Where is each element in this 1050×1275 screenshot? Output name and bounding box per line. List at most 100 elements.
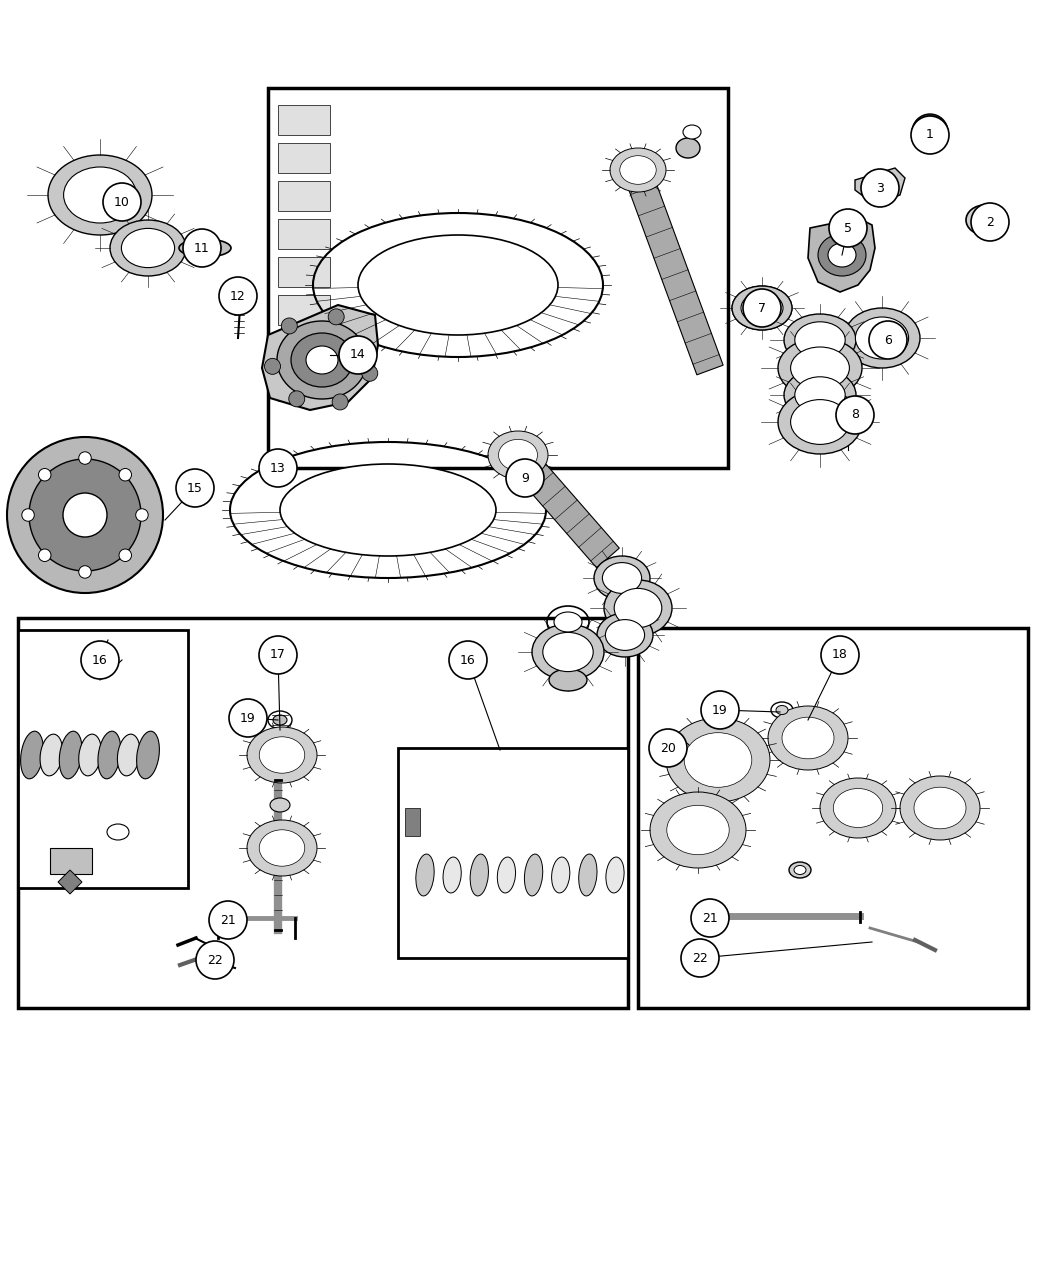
Ellipse shape (178, 238, 231, 258)
Circle shape (79, 451, 91, 464)
Circle shape (449, 641, 487, 680)
Ellipse shape (794, 866, 806, 875)
Circle shape (39, 468, 51, 481)
Text: 22: 22 (692, 951, 708, 964)
Text: 15: 15 (187, 482, 203, 495)
Ellipse shape (247, 820, 317, 876)
Circle shape (183, 230, 220, 266)
Bar (278, 219, 330, 249)
Ellipse shape (488, 431, 548, 479)
Text: 12: 12 (230, 289, 246, 302)
Circle shape (79, 566, 91, 578)
Ellipse shape (122, 228, 174, 268)
Text: 21: 21 (220, 913, 236, 927)
Circle shape (830, 209, 867, 247)
Text: 16: 16 (460, 654, 476, 667)
Text: 22: 22 (207, 954, 223, 966)
Circle shape (869, 321, 907, 360)
Ellipse shape (844, 309, 920, 368)
Circle shape (229, 699, 267, 737)
Ellipse shape (828, 244, 856, 266)
Circle shape (259, 636, 297, 674)
Ellipse shape (768, 706, 848, 770)
Text: 6: 6 (884, 334, 891, 347)
Circle shape (135, 509, 148, 521)
Circle shape (912, 113, 948, 150)
Ellipse shape (579, 854, 597, 896)
Ellipse shape (48, 156, 152, 235)
Bar (278, 143, 330, 173)
Ellipse shape (499, 440, 538, 470)
Text: 11: 11 (194, 241, 210, 255)
Ellipse shape (273, 715, 287, 725)
Ellipse shape (784, 314, 856, 366)
Circle shape (971, 203, 1009, 241)
Bar (405, 808, 420, 836)
Text: 19: 19 (240, 711, 256, 724)
Ellipse shape (532, 623, 604, 680)
Text: 1: 1 (926, 129, 933, 142)
Text: 10: 10 (114, 195, 130, 209)
Polygon shape (58, 870, 82, 894)
Ellipse shape (856, 317, 908, 360)
Circle shape (743, 289, 781, 326)
Ellipse shape (782, 718, 834, 759)
Ellipse shape (470, 854, 488, 896)
Ellipse shape (21, 731, 43, 779)
Ellipse shape (900, 776, 980, 840)
Ellipse shape (270, 798, 290, 812)
Circle shape (339, 337, 377, 374)
Circle shape (329, 309, 344, 325)
Ellipse shape (259, 737, 304, 773)
Text: 9: 9 (521, 472, 529, 484)
Text: 13: 13 (270, 462, 286, 474)
Ellipse shape (795, 321, 845, 358)
Ellipse shape (247, 727, 317, 783)
Ellipse shape (732, 286, 792, 330)
Ellipse shape (551, 857, 570, 892)
Ellipse shape (650, 792, 746, 868)
Text: 21: 21 (702, 912, 718, 924)
Text: 18: 18 (832, 649, 848, 662)
Circle shape (119, 550, 131, 561)
Circle shape (911, 116, 949, 154)
Ellipse shape (966, 205, 1004, 235)
Bar (278, 333, 330, 363)
Circle shape (332, 394, 349, 411)
Polygon shape (262, 305, 378, 411)
Circle shape (103, 184, 141, 221)
Bar (278, 181, 330, 210)
Text: 8: 8 (850, 408, 859, 422)
Ellipse shape (666, 718, 770, 802)
Ellipse shape (795, 377, 845, 413)
Bar (18, 630, 188, 887)
Ellipse shape (59, 731, 82, 779)
Circle shape (265, 358, 280, 375)
Polygon shape (808, 218, 875, 292)
Ellipse shape (259, 830, 304, 866)
Ellipse shape (620, 156, 656, 185)
Circle shape (289, 391, 304, 407)
Ellipse shape (189, 244, 220, 252)
Ellipse shape (606, 620, 645, 650)
Circle shape (836, 397, 874, 434)
Ellipse shape (778, 390, 862, 454)
Circle shape (176, 469, 214, 507)
Ellipse shape (79, 734, 101, 776)
Circle shape (821, 636, 859, 674)
Ellipse shape (98, 731, 121, 779)
Ellipse shape (554, 612, 582, 632)
Circle shape (219, 277, 257, 315)
Ellipse shape (603, 562, 642, 593)
Ellipse shape (543, 632, 593, 672)
Ellipse shape (914, 787, 966, 829)
Circle shape (259, 449, 297, 487)
Circle shape (209, 901, 247, 938)
Ellipse shape (776, 705, 788, 714)
Ellipse shape (676, 138, 700, 158)
Ellipse shape (974, 212, 996, 228)
Circle shape (649, 729, 687, 768)
Ellipse shape (231, 291, 249, 306)
Ellipse shape (136, 731, 160, 779)
Ellipse shape (549, 669, 587, 691)
